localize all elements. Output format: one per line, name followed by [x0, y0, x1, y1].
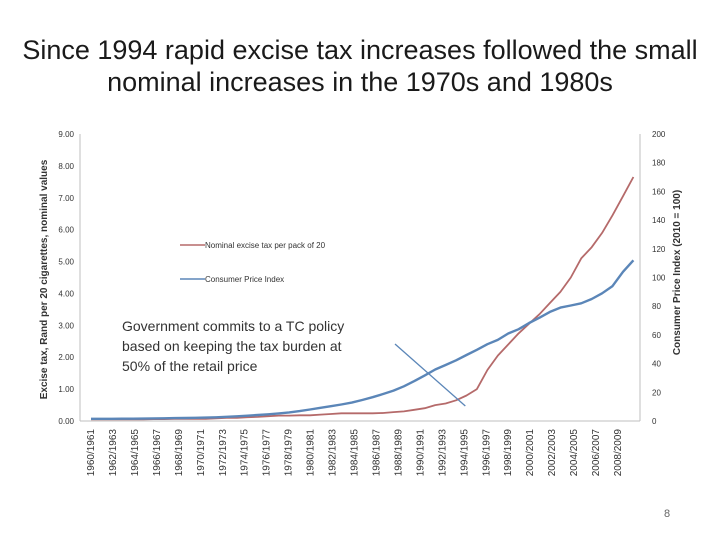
y-tick-label-right: 20	[652, 388, 661, 397]
y-tick-label-right: 100	[652, 274, 666, 283]
y-tick-label-right: 80	[652, 302, 661, 311]
y-tick-label-left: 1.00	[58, 385, 74, 394]
x-tick-label: 1990/1991	[415, 429, 426, 477]
y-tick-label-right: 200	[652, 130, 666, 139]
y-axis-right-title: Consumer Price Index (2010 = 100)	[672, 190, 683, 355]
y-tick-label-left: 5.00	[58, 258, 74, 267]
y-axis-left-title: Excise tax, Rand per 20 cigarettes, nomi…	[39, 159, 50, 399]
x-tick-label: 1978/1979	[284, 429, 295, 477]
x-tick-label: 1964/1965	[130, 429, 141, 477]
y-tick-label-right: 60	[652, 331, 661, 340]
x-tick-label: 1962/1963	[108, 429, 119, 477]
x-tick-label: 1984/1985	[350, 429, 361, 477]
y-tick-label-right: 40	[652, 360, 661, 369]
y-tick-label-right: 0	[652, 417, 657, 426]
y-tick-label-left: 0.00	[58, 417, 74, 426]
y-tick-label-right: 140	[652, 216, 666, 225]
x-tick-label: 1970/1971	[196, 429, 207, 477]
y-tick-label-left: 4.00	[58, 289, 74, 298]
annotation-text-line-3: 50% of the retail price	[122, 358, 258, 374]
slide-title: Since 1994 rapid excise tax increases fo…	[20, 34, 700, 98]
x-tick-label: 1992/1993	[437, 429, 448, 477]
x-tick-label: 2000/2001	[525, 429, 536, 477]
x-tick-label: 1988/1989	[393, 429, 404, 477]
x-tick-label: 1972/1973	[218, 429, 229, 477]
series-line-excise-tax	[91, 176, 635, 421]
x-tick-label: 2008/2009	[613, 429, 624, 477]
slide-title-line-2: nominal increases in the 1970s and 1980s	[107, 67, 613, 97]
x-tick-label: 1960/1961	[86, 429, 97, 477]
page-number: 8	[664, 508, 671, 520]
x-tick-label: 1994/1995	[459, 429, 470, 477]
x-tick-label: 1966/1967	[152, 429, 163, 477]
y-tick-label-left: 2.00	[58, 353, 74, 362]
x-tick-label: 1968/1969	[174, 429, 185, 477]
x-tick-label: 2006/2007	[591, 429, 602, 477]
y-tick-label-left: 8.00	[58, 162, 74, 171]
x-tick-label: 1986/1987	[371, 429, 382, 477]
y-tick-label-left: 6.00	[58, 226, 74, 235]
y-tick-label-right: 180	[652, 159, 666, 168]
slide-title-line-1: Since 1994 rapid excise tax increases fo…	[22, 35, 698, 65]
y-tick-label-right: 120	[652, 245, 666, 254]
x-tick-label: 1976/1977	[262, 429, 273, 477]
y-tick-label-left: 3.00	[58, 321, 74, 330]
legend-label: Consumer Price Index	[205, 275, 284, 284]
x-tick-label: 2004/2005	[569, 429, 580, 477]
x-tick-label: 2002/2003	[547, 429, 558, 477]
y-tick-label-right: 160	[652, 187, 666, 196]
annotation-arrow	[394, 343, 466, 407]
x-tick-label: 1974/1975	[240, 429, 251, 477]
y-tick-label-left: 9.00	[58, 130, 74, 139]
annotation-text-line-2: based on keeping the tax burden at	[122, 338, 342, 354]
x-tick-label: 1998/1999	[503, 429, 514, 477]
x-tick-label: 1996/1997	[481, 429, 492, 477]
annotation-text-line-1: Government commits to a TC policy	[122, 318, 344, 334]
x-tick-label: 1980/1981	[306, 429, 317, 477]
y-tick-label-left: 7.00	[58, 194, 74, 203]
legend-label: Nominal excise tax per pack of 20	[205, 241, 326, 250]
series-line-cpi	[91, 259, 635, 420]
x-tick-label: 1982/1983	[328, 429, 339, 477]
